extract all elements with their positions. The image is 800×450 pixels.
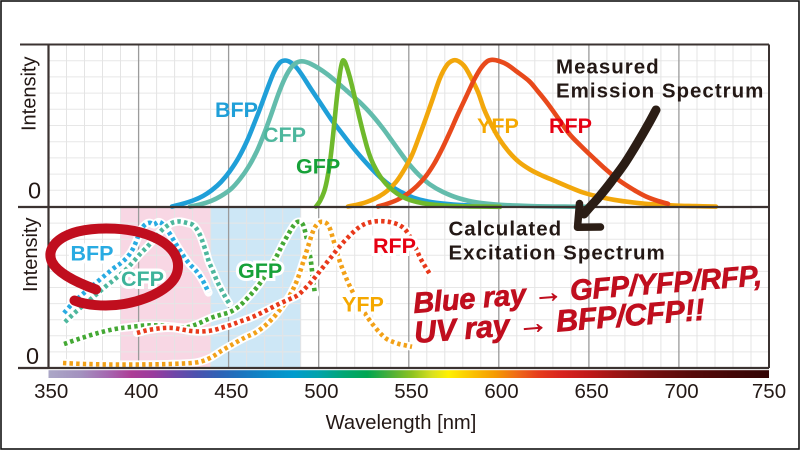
svg-text:BFP: BFP <box>71 242 114 266</box>
svg-text:350: 350 <box>34 380 68 403</box>
svg-text:0: 0 <box>28 178 41 204</box>
svg-text:600: 600 <box>484 380 518 403</box>
svg-text:750: 750 <box>752 380 786 403</box>
svg-text:YFP: YFP <box>342 293 384 317</box>
svg-text:500: 500 <box>304 380 338 403</box>
svg-text:Measured: Measured <box>556 56 660 79</box>
svg-text:GFP: GFP <box>238 259 282 283</box>
svg-text:Intensity: Intensity <box>19 57 41 131</box>
svg-text:Calculated: Calculated <box>449 218 563 241</box>
svg-text:400: 400 <box>124 380 158 403</box>
svg-text:Emission Spectrum: Emission Spectrum <box>556 80 764 103</box>
svg-text:Wavelength [nm]: Wavelength [nm] <box>326 412 477 434</box>
svg-text:GFP: GFP <box>296 155 340 179</box>
svg-text:Excitation Spectrum: Excitation Spectrum <box>449 242 666 265</box>
svg-text:YFP: YFP <box>477 114 519 138</box>
svg-text:CFP: CFP <box>263 123 306 147</box>
svg-text:RFP: RFP <box>373 234 416 258</box>
svg-text:700: 700 <box>664 380 698 403</box>
svg-text:RFP: RFP <box>549 114 592 138</box>
svg-text:650: 650 <box>574 380 608 403</box>
svg-text:450: 450 <box>214 380 248 403</box>
svg-text:550: 550 <box>394 380 428 403</box>
svg-text:Intensity: Intensity <box>20 218 42 292</box>
svg-text:BFP: BFP <box>215 98 258 122</box>
svg-text:0: 0 <box>26 343 39 369</box>
